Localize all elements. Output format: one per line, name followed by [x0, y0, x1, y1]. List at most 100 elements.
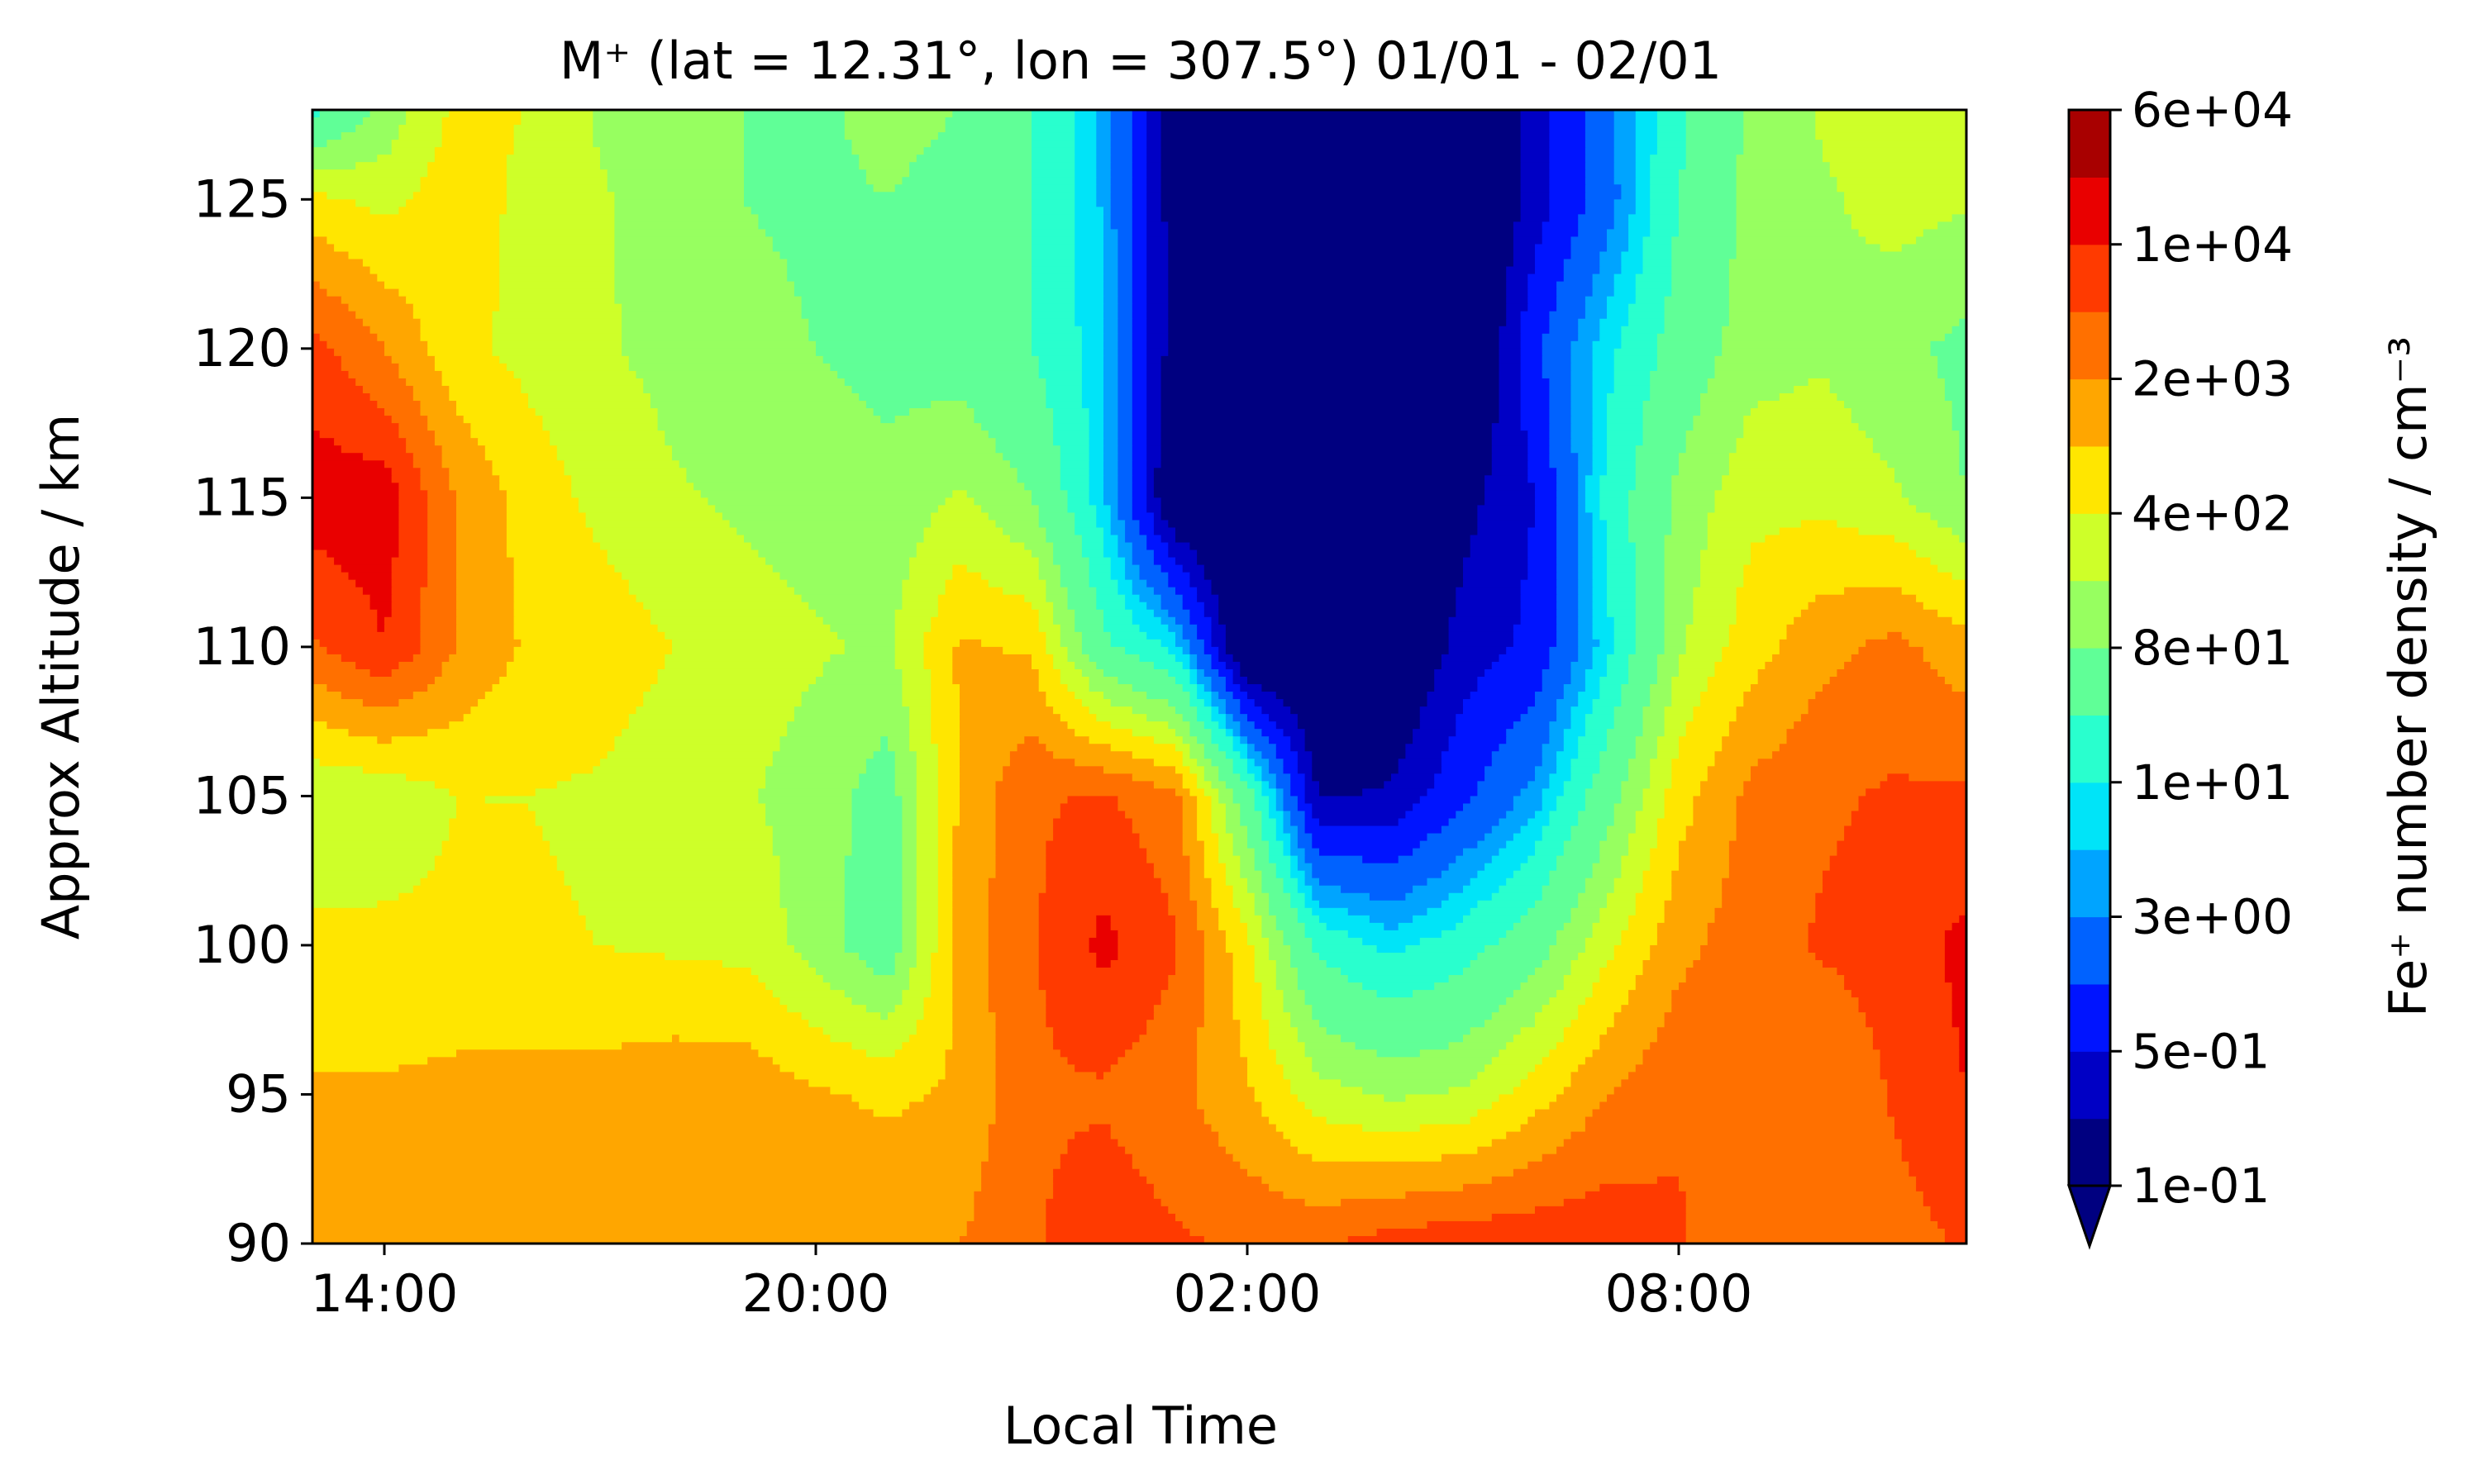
contour-cell [916, 781, 939, 790]
contour-cell [312, 273, 379, 283]
contour-cell [1607, 572, 1637, 581]
contour-cell [902, 878, 917, 887]
contour-cell [456, 572, 515, 581]
contour-cell [1110, 140, 1133, 148]
contour-cell [348, 572, 393, 581]
contour-cell [1089, 416, 1104, 424]
contour-cell [1132, 438, 1147, 446]
contour-cell [1779, 393, 1838, 402]
contour-cell [1269, 1020, 1291, 1029]
contour-cell [916, 870, 939, 879]
contour-cell [1269, 892, 1291, 901]
contour-cell [1189, 646, 1205, 655]
contour-cell [1275, 833, 1291, 842]
contour-cell [1103, 490, 1119, 499]
contour-cell [758, 221, 1032, 231]
contour-cell [1218, 721, 1227, 730]
contour-cell [1628, 303, 1666, 312]
contour-cell [1405, 892, 1450, 901]
contour-cell [456, 639, 522, 648]
contour-cell [1110, 132, 1133, 140]
contour-cell [859, 155, 917, 163]
contour-cell [312, 968, 752, 976]
contour-cell [1290, 736, 1306, 745]
contour-cell [1232, 1012, 1263, 1021]
contour-cell [1607, 744, 1637, 753]
contour-cell [1937, 520, 1966, 529]
contour-cell [1664, 646, 1687, 655]
contour-cell [1261, 878, 1284, 887]
contour-cell [513, 564, 616, 573]
contour-cell [441, 840, 550, 849]
contour-cell [1261, 833, 1277, 842]
contour-cell [312, 192, 328, 201]
contour-cell [1679, 661, 1716, 670]
contour-cell [679, 1035, 832, 1044]
contour-cell [1844, 401, 1953, 409]
contour-cell [427, 169, 508, 178]
contour-cell [1621, 340, 1658, 350]
contour-cell [362, 318, 422, 327]
contour-cell [1132, 818, 1184, 827]
contour-cell [1189, 729, 1213, 738]
contour-cell [312, 1131, 989, 1140]
contour-cell [1650, 848, 1680, 857]
contour-cell [1923, 229, 1966, 238]
contour-cell [1175, 729, 1191, 738]
contour-cell [571, 490, 702, 499]
contour-cell [1685, 125, 1745, 133]
contour-cell [865, 759, 896, 768]
contour-cell [844, 937, 903, 946]
contour-cell [1527, 855, 1557, 864]
contour-cell [456, 796, 486, 805]
contour-cell [412, 692, 486, 700]
contour-cell [312, 907, 579, 916]
contour-cell [1542, 1005, 1579, 1013]
contour-cell [744, 162, 860, 171]
contour-cell [1060, 714, 1098, 722]
contour-cell [1456, 855, 1493, 864]
contour-cell [1168, 273, 1507, 283]
contour-cell [1089, 453, 1104, 462]
contour-cell [1089, 572, 1112, 581]
contour-cell [1513, 251, 1536, 260]
contour-cell [1132, 303, 1147, 312]
contour-cell [1506, 266, 1536, 275]
contour-cell [420, 878, 565, 887]
contour-cell [1549, 721, 1572, 730]
contour-cell [312, 744, 616, 753]
contour-cell [1067, 796, 1119, 805]
contour-cell [614, 288, 795, 297]
contour-cell [326, 549, 400, 559]
contour-cell [564, 460, 680, 469]
contour-cell [988, 878, 1047, 887]
contour-cell [312, 1057, 428, 1066]
contour-cell [1110, 505, 1119, 514]
contour-cell [1506, 646, 1551, 655]
contour-cell [1664, 721, 1687, 730]
contour-cell [1707, 385, 1794, 394]
contour-cell [1038, 557, 1054, 566]
contour-cell [793, 281, 1032, 290]
contour-cell [1391, 773, 1435, 782]
contour-cell [1110, 512, 1119, 521]
contour-cell [1463, 706, 1529, 715]
contour-cell [1599, 975, 1637, 983]
contour-cell [1075, 147, 1098, 155]
contour-cell [1584, 684, 1601, 692]
contour-cell [1628, 527, 1673, 536]
contour-cell [1046, 1012, 1155, 1021]
contour-cell [1584, 677, 1601, 685]
contour-cell [312, 714, 465, 722]
contour-cell [470, 430, 550, 439]
contour-cell [1800, 520, 1838, 529]
contour-cell [1146, 199, 1162, 208]
contour-cell [1866, 639, 1910, 648]
contour-cell [1089, 475, 1104, 484]
contour-cell [1060, 483, 1090, 492]
contour-cell [499, 214, 616, 223]
contour-cell [1635, 744, 1658, 753]
contour-cell [1075, 169, 1098, 178]
contour-cell [564, 468, 688, 477]
contour-cell [1584, 505, 1601, 514]
